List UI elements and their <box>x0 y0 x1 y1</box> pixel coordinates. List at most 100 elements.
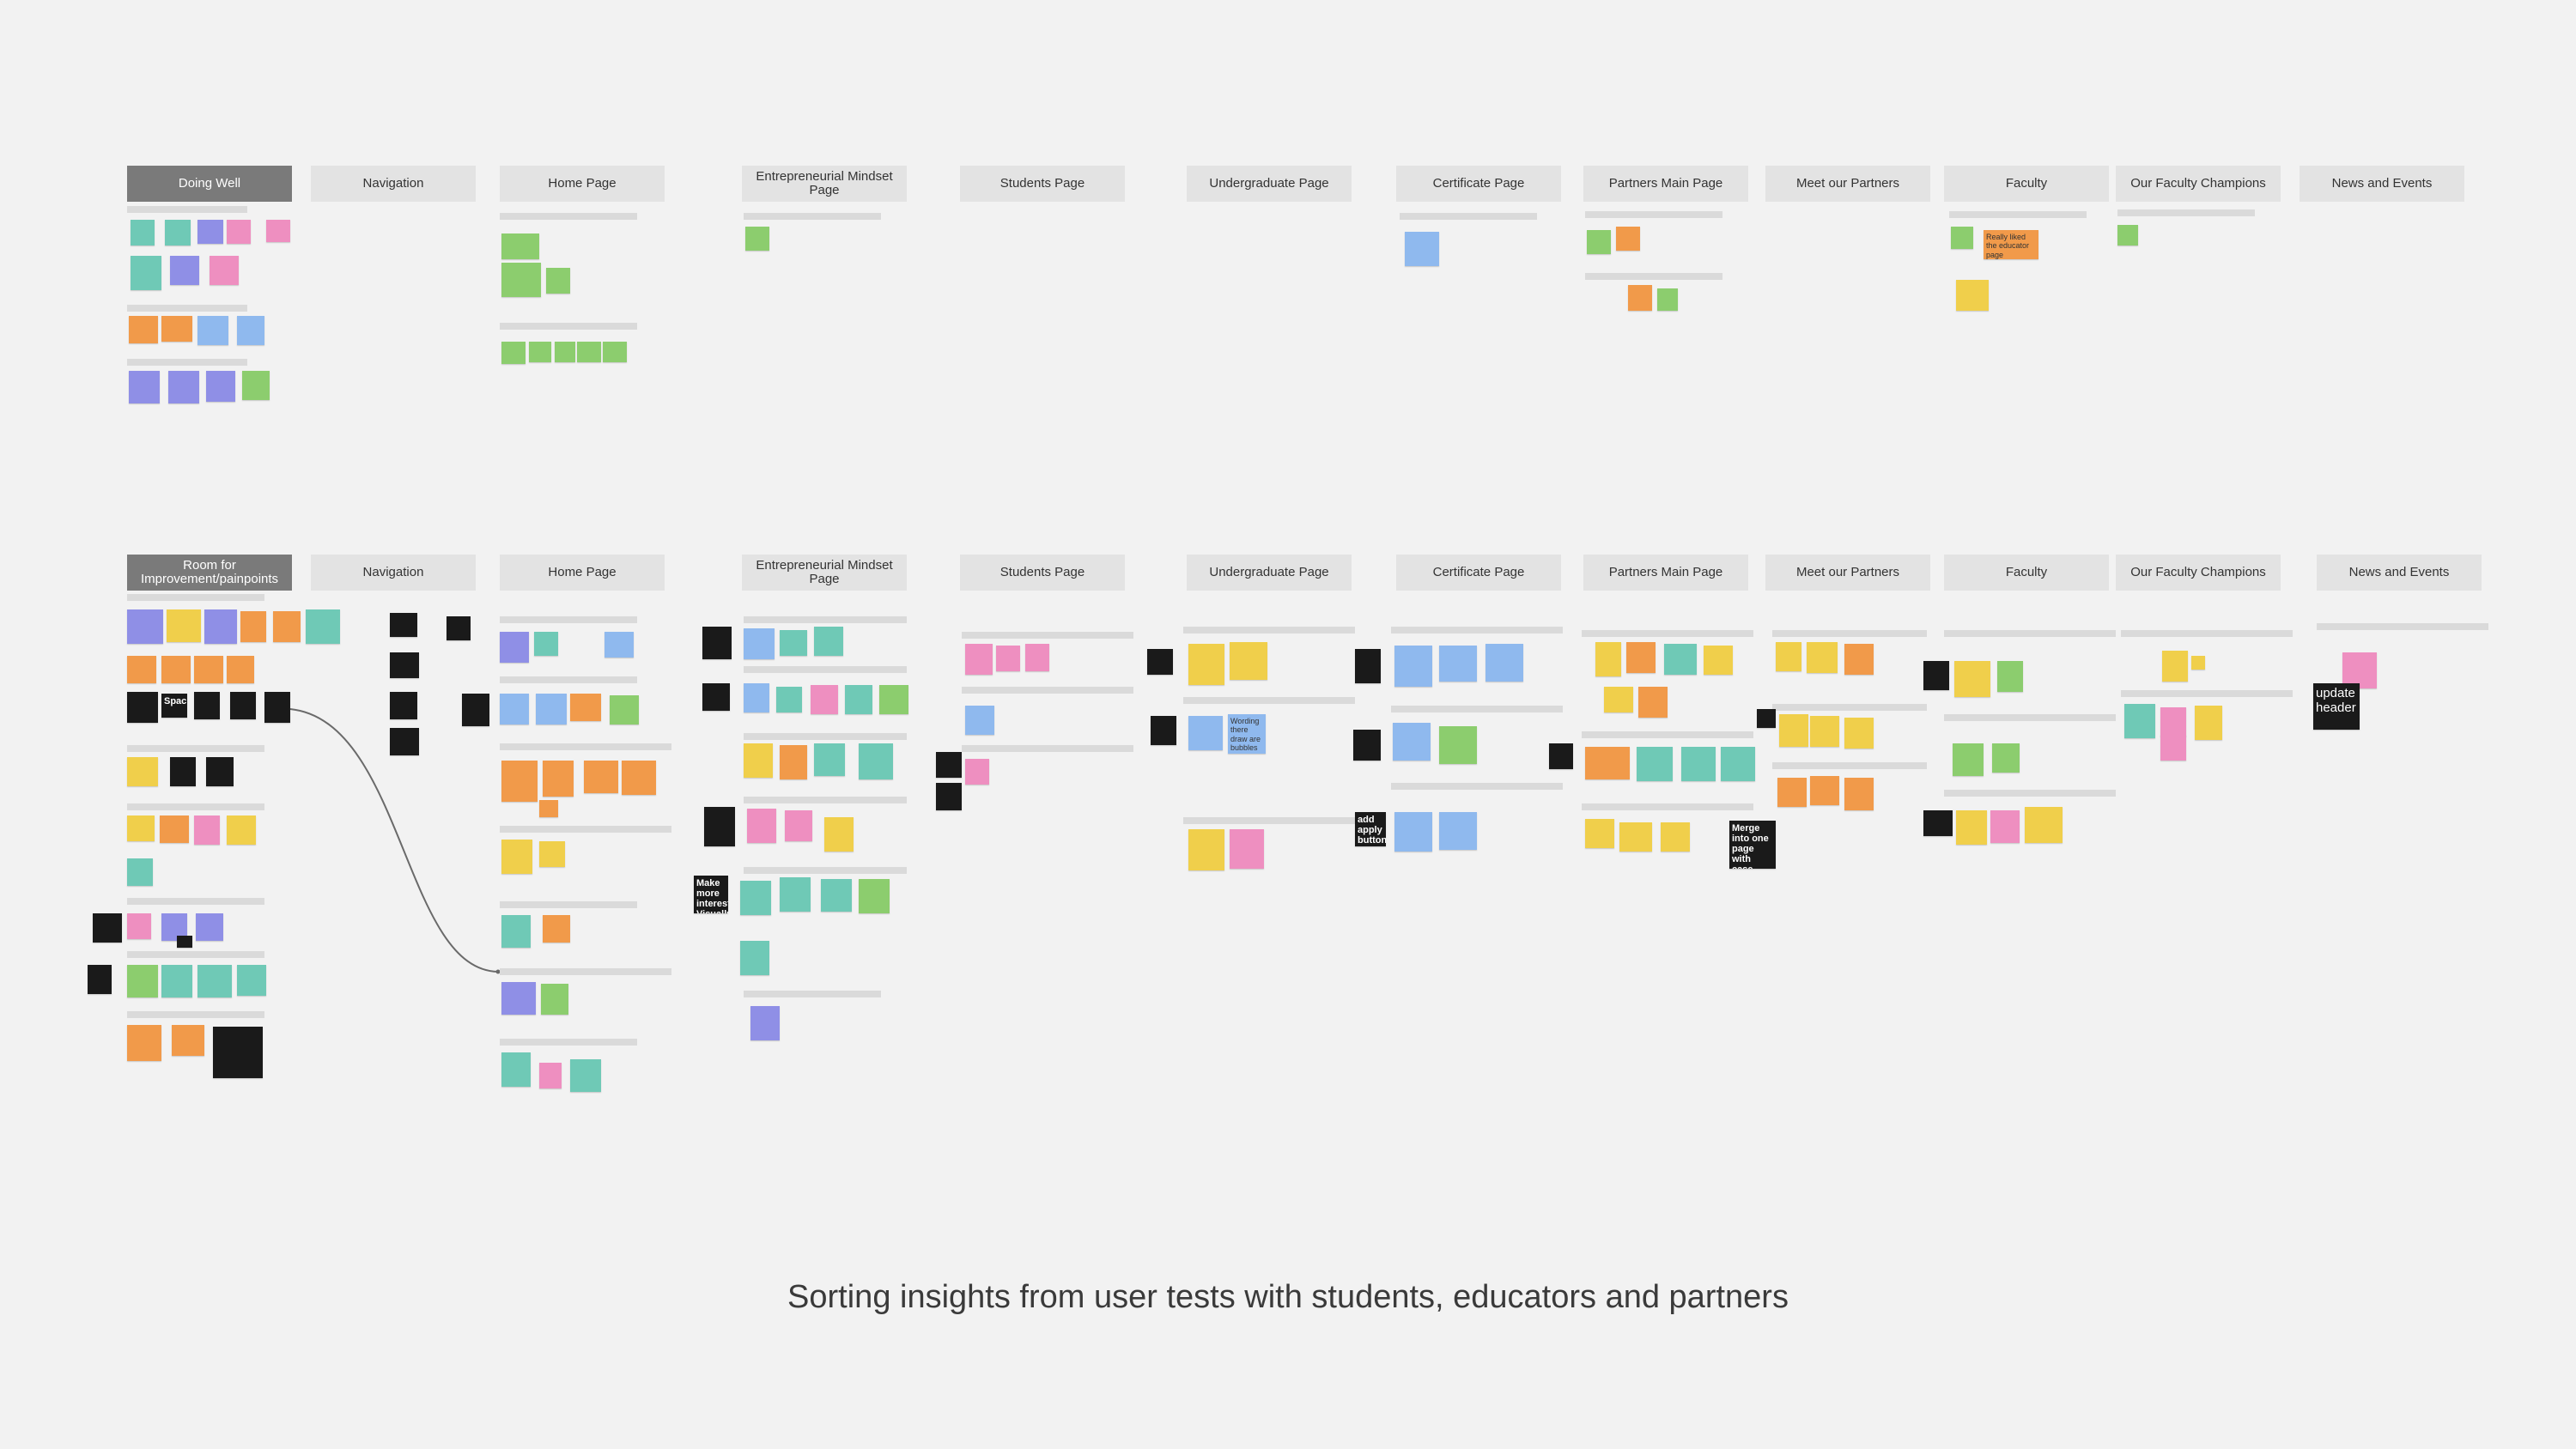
sticky-note[interactable] <box>1595 642 1621 676</box>
sticky-note[interactable] <box>2195 706 2222 740</box>
sticky-note[interactable] <box>814 627 843 656</box>
sticky-note[interactable] <box>965 706 994 735</box>
sticky-note[interactable] <box>1393 723 1431 761</box>
sticky-note[interactable] <box>1844 718 1874 749</box>
sticky-note[interactable] <box>88 965 112 994</box>
sticky-note[interactable] <box>2124 704 2155 738</box>
sticky-note[interactable] <box>555 342 575 362</box>
sticky-note[interactable] <box>702 683 730 711</box>
sticky-note[interactable] <box>1992 743 2020 773</box>
sticky-note[interactable] <box>127 656 156 683</box>
sticky-note[interactable] <box>1616 227 1640 251</box>
sticky-note[interactable] <box>740 941 769 975</box>
sticky-note[interactable]: Really liked the educator page <box>1984 230 2038 259</box>
sticky-note[interactable] <box>501 1052 531 1087</box>
sticky-note[interactable] <box>539 1063 562 1088</box>
sticky-note[interactable] <box>543 761 574 797</box>
sticky-note[interactable] <box>1188 829 1224 870</box>
sticky-note[interactable] <box>1151 716 1176 745</box>
sticky-note[interactable]: Spacing <box>161 694 187 718</box>
sticky-note[interactable] <box>237 316 264 345</box>
sticky-note[interactable] <box>776 687 802 712</box>
sticky-note[interactable] <box>1637 747 1673 781</box>
sticky-note[interactable] <box>1990 810 2020 843</box>
sticky-note[interactable] <box>93 913 122 943</box>
sticky-note[interactable] <box>170 757 196 786</box>
sticky-note[interactable] <box>996 646 1020 671</box>
sticky-note[interactable] <box>1628 285 1652 311</box>
sticky-note[interactable] <box>1777 778 1807 807</box>
sticky-note[interactable] <box>1776 642 1801 671</box>
sticky-note[interactable] <box>570 694 601 721</box>
sticky-note[interactable] <box>1439 646 1477 682</box>
sticky-note[interactable] <box>127 815 155 841</box>
sticky-note[interactable] <box>1810 776 1839 805</box>
sticky-note[interactable] <box>170 256 199 285</box>
sticky-note[interactable] <box>194 692 220 719</box>
sticky-note[interactable] <box>1585 819 1614 848</box>
sticky-note[interactable] <box>197 220 223 244</box>
sticky-note[interactable] <box>1230 642 1267 680</box>
sticky-note[interactable] <box>197 965 232 997</box>
sticky-note[interactable] <box>750 1006 780 1040</box>
sticky-note[interactable] <box>2162 651 2188 682</box>
sticky-note[interactable] <box>536 694 567 724</box>
sticky-note[interactable] <box>845 685 872 714</box>
sticky-note[interactable]: add apply button <box>1355 812 1386 846</box>
sticky-note[interactable] <box>605 632 634 658</box>
sticky-note[interactable] <box>500 632 529 663</box>
sticky-note[interactable] <box>127 965 158 997</box>
sticky-note[interactable] <box>570 1059 601 1092</box>
sticky-note[interactable] <box>127 609 163 644</box>
sticky-note[interactable] <box>1681 747 1716 781</box>
sticky-note[interactable] <box>196 913 223 941</box>
sticky-note[interactable] <box>165 220 191 246</box>
sticky-note[interactable] <box>213 1027 263 1078</box>
sticky-note[interactable] <box>603 342 627 362</box>
sticky-note[interactable] <box>1810 716 1839 747</box>
sticky-note[interactable] <box>172 1025 204 1056</box>
sticky-note[interactable] <box>811 685 838 714</box>
sticky-note[interactable] <box>1147 649 1173 675</box>
sticky-note[interactable] <box>744 683 769 712</box>
sticky-note[interactable] <box>160 815 189 843</box>
sticky-note[interactable] <box>127 757 158 786</box>
sticky-note[interactable] <box>1025 644 1049 671</box>
sticky-note[interactable] <box>227 220 251 244</box>
sticky-note[interactable] <box>1953 743 1984 776</box>
sticky-note[interactable] <box>534 632 558 656</box>
sticky-note[interactable] <box>859 879 890 913</box>
sticky-note[interactable] <box>1585 747 1630 779</box>
sticky-note[interactable] <box>161 965 192 997</box>
sticky-note[interactable] <box>610 695 639 724</box>
sticky-note[interactable]: Wording there draw are bubbles <box>1228 714 1266 754</box>
sticky-note[interactable] <box>131 220 155 246</box>
sticky-note[interactable] <box>501 233 539 259</box>
sticky-note[interactable] <box>129 371 160 403</box>
sticky-note[interactable] <box>539 800 558 817</box>
sticky-note[interactable] <box>390 652 419 678</box>
sticky-note[interactable] <box>1604 687 1633 712</box>
sticky-note[interactable] <box>1956 810 1987 845</box>
sticky-note[interactable] <box>1353 730 1381 761</box>
sticky-note[interactable] <box>541 984 568 1015</box>
sticky-note[interactable] <box>1954 661 1990 697</box>
sticky-note[interactable] <box>785 810 812 841</box>
sticky-note[interactable] <box>1923 661 1949 690</box>
sticky-note[interactable] <box>780 745 807 779</box>
sticky-note[interactable] <box>965 759 989 785</box>
sticky-note[interactable]: Make more interesting Visually <box>694 876 728 913</box>
sticky-note[interactable] <box>747 809 776 843</box>
sticky-note[interactable] <box>2191 656 2205 670</box>
sticky-note[interactable] <box>824 817 854 852</box>
sticky-note[interactable] <box>1485 644 1523 682</box>
sticky-note[interactable] <box>1923 810 1953 836</box>
sticky-note[interactable] <box>390 692 417 719</box>
sticky-note[interactable] <box>1626 642 1656 673</box>
sticky-note[interactable] <box>744 628 775 659</box>
sticky-note[interactable] <box>814 743 845 776</box>
sticky-note[interactable] <box>390 613 417 637</box>
sticky-note[interactable] <box>194 815 220 845</box>
sticky-note[interactable] <box>1439 726 1477 764</box>
sticky-note[interactable] <box>1230 829 1264 869</box>
